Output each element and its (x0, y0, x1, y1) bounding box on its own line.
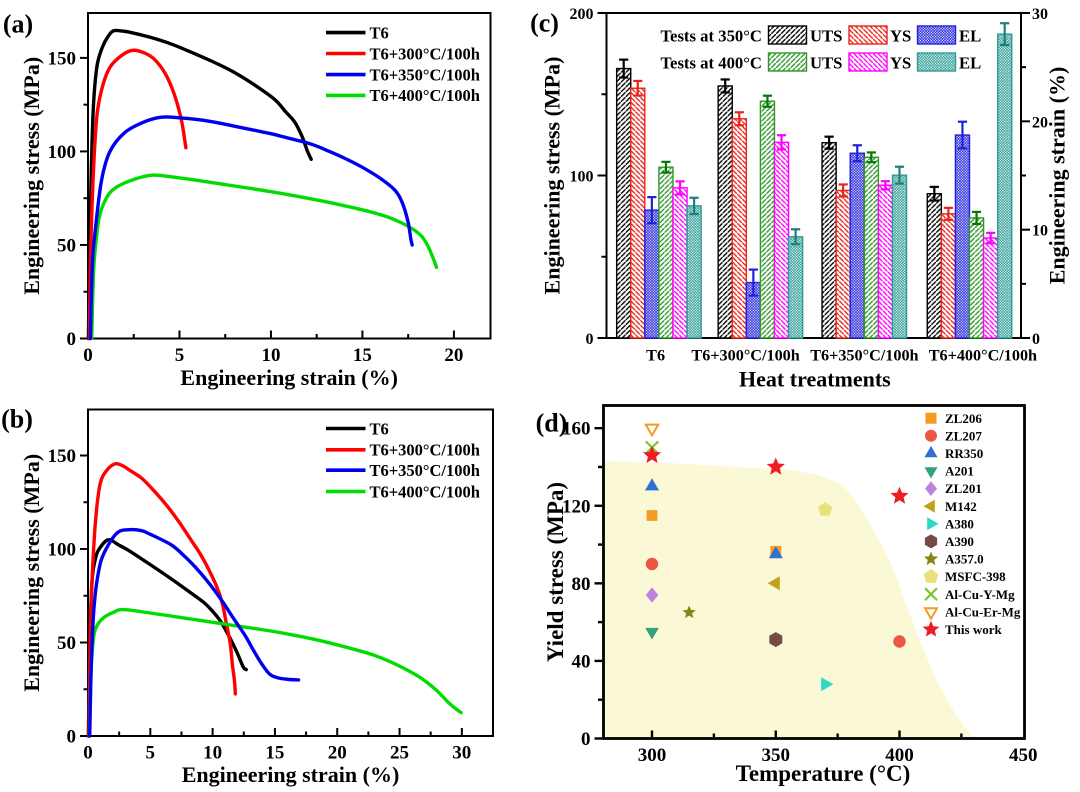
svg-text:A390: A390 (945, 534, 974, 549)
svg-text:0: 0 (67, 727, 77, 748)
svg-text:Heat treatments: Heat treatments (739, 367, 891, 392)
svg-text:A380: A380 (945, 516, 974, 531)
svg-text:(a): (a) (3, 10, 33, 39)
svg-text:T6: T6 (370, 419, 389, 438)
svg-text:This work: This work (945, 622, 1002, 637)
svg-text:150: 150 (48, 48, 77, 69)
svg-text:150: 150 (48, 446, 77, 467)
svg-text:0: 0 (67, 329, 77, 350)
svg-text:T6: T6 (646, 347, 665, 365)
svg-text:350: 350 (762, 745, 791, 766)
svg-text:T6+300°C/100h: T6+300°C/100h (370, 44, 480, 63)
svg-text:100: 100 (48, 540, 77, 561)
svg-text:T6+300°C/100h: T6+300°C/100h (370, 441, 480, 460)
svg-text:(c): (c) (530, 9, 559, 38)
svg-text:0: 0 (83, 743, 93, 764)
svg-text:Temperature (°C): Temperature (°C) (736, 761, 911, 786)
svg-text:100: 100 (570, 169, 594, 186)
svg-text:EL: EL (959, 53, 981, 72)
svg-text:160: 160 (562, 419, 591, 440)
svg-text:ZL201: ZL201 (945, 481, 982, 496)
svg-text:25: 25 (390, 743, 409, 764)
svg-text:300: 300 (638, 745, 667, 766)
svg-text:0: 0 (1032, 331, 1040, 348)
svg-text:Al-Cu-Y-Mg: Al-Cu-Y-Mg (945, 587, 1015, 602)
svg-text:T6+350°C/100h: T6+350°C/100h (370, 461, 480, 480)
svg-text:EL: EL (959, 26, 981, 45)
svg-text:30: 30 (1032, 6, 1048, 23)
svg-text:(d): (d) (536, 409, 568, 438)
svg-text:ZL207: ZL207 (945, 428, 982, 443)
svg-text:Engineering stress (MPa): Engineering stress (MPa) (540, 57, 565, 295)
svg-text:0: 0 (581, 729, 591, 750)
svg-text:Engineering strain (%): Engineering strain (%) (180, 365, 398, 390)
svg-text:80: 80 (572, 574, 591, 595)
svg-text:20: 20 (444, 345, 463, 366)
svg-text:5: 5 (175, 345, 185, 366)
svg-text:T6+350°C/100h: T6+350°C/100h (810, 347, 918, 365)
svg-text:0: 0 (83, 345, 93, 366)
svg-text:Engineering stress (MPa): Engineering stress (MPa) (19, 454, 44, 692)
svg-text:30: 30 (452, 743, 471, 764)
svg-text:200: 200 (570, 6, 594, 23)
svg-text:10: 10 (262, 345, 281, 366)
svg-text:120: 120 (562, 496, 591, 517)
svg-text:Yield stress (MPa): Yield stress (MPa) (543, 482, 568, 662)
svg-text:T6+400°C/100h: T6+400°C/100h (370, 86, 480, 105)
svg-text:UTS: UTS (810, 26, 842, 45)
svg-text:T6+300°C/100h: T6+300°C/100h (691, 347, 799, 365)
svg-text:T6+400°C/100h: T6+400°C/100h (929, 347, 1037, 365)
svg-text:UTS: UTS (810, 53, 842, 72)
svg-text:A357.0: A357.0 (945, 552, 984, 567)
svg-text:(b): (b) (1, 405, 33, 434)
svg-text:T6: T6 (370, 23, 389, 42)
svg-text:Al-Cu-Er-Mg: Al-Cu-Er-Mg (945, 604, 1021, 619)
svg-text:ZL206: ZL206 (945, 411, 982, 426)
svg-text:20: 20 (328, 743, 347, 764)
svg-text:T6+400°C/100h: T6+400°C/100h (370, 482, 480, 501)
svg-text:100: 100 (48, 142, 77, 163)
svg-text:RR350: RR350 (945, 446, 983, 461)
svg-text:YS: YS (890, 53, 911, 72)
svg-text:10: 10 (1032, 223, 1048, 240)
svg-text:20: 20 (1032, 114, 1048, 131)
svg-text:0: 0 (586, 331, 594, 348)
svg-text:50: 50 (57, 236, 76, 257)
svg-text:40: 40 (572, 651, 591, 672)
svg-text:Tests at 350°C: Tests at 350°C (660, 26, 762, 45)
svg-text:MSFC-398: MSFC-398 (945, 569, 1006, 584)
svg-text:T6+350°C/100h: T6+350°C/100h (370, 65, 480, 84)
svg-text:Engineering strain (%): Engineering strain (%) (1045, 67, 1070, 285)
svg-text:Engineering stress (MPa): Engineering stress (MPa) (19, 57, 44, 295)
svg-text:400: 400 (885, 745, 914, 766)
svg-text:450: 450 (1009, 745, 1038, 766)
svg-text:M142: M142 (945, 499, 977, 514)
svg-text:10: 10 (203, 743, 222, 764)
svg-text:YS: YS (890, 26, 911, 45)
svg-text:15: 15 (265, 743, 284, 764)
svg-text:15: 15 (353, 345, 372, 366)
svg-text:Tests at 400°C: Tests at 400°C (660, 53, 762, 72)
svg-text:5: 5 (146, 743, 156, 764)
svg-text:Engineering strain (%): Engineering strain (%) (182, 762, 400, 787)
svg-text:50: 50 (57, 633, 76, 654)
svg-text:A201: A201 (945, 464, 974, 479)
